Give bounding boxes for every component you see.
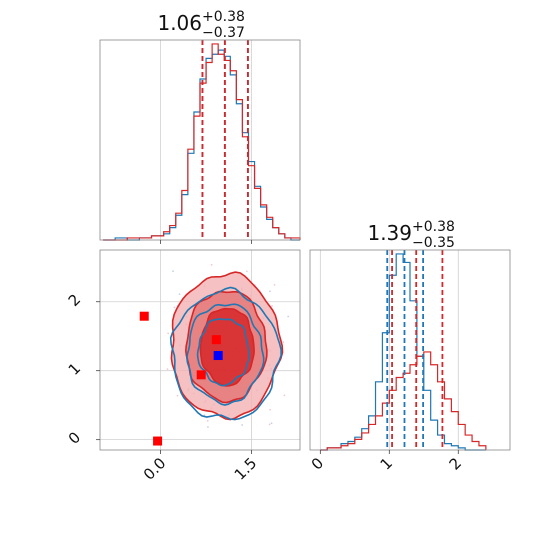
marginal-histogram-p1: 0 1 2 1.39 +0.38 −0.35 <box>308 219 511 474</box>
marginal-p0-title-lower: −0.37 <box>202 25 245 41</box>
joint-xtick-label-1: 1.5 <box>231 454 261 484</box>
joint-frame <box>99 249 301 451</box>
joint-sample-point <box>167 332 170 335</box>
joint-contour-p0-p1: 0.0 1.5 0 1 2 <box>65 249 301 484</box>
joint-sample-point <box>241 424 244 426</box>
joint-sample-point <box>210 263 213 266</box>
joint-ytick-label-2: 2 <box>65 290 84 309</box>
joint-red-contour-inner <box>199 307 255 387</box>
joint-blue-contour-inner <box>196 318 251 387</box>
joint-ytick-label-1: 1 <box>65 359 84 378</box>
joint-marker-1 <box>153 436 163 446</box>
joint-sample-point <box>269 408 271 411</box>
marginal-p1-tick-label-0: 0 <box>308 454 327 473</box>
marginal-p0-histogram-series-0 <box>103 49 300 241</box>
marginal-p1-histogram-series-0 <box>320 253 486 451</box>
marginal-p1-histogram-series-1 <box>320 351 487 451</box>
joint-sample-point <box>287 315 290 318</box>
marginal-p1-title: 1.39 <box>367 221 412 245</box>
joint-sample-point <box>206 419 209 422</box>
joint-sample-point <box>273 283 276 286</box>
joint-sample-point <box>166 368 169 371</box>
joint-sample-point <box>271 305 273 307</box>
joint-marker-3 <box>211 335 221 345</box>
marginal-p1-tick-label-1: 1 <box>377 454 396 473</box>
marginal-p0-title-value: 1.06 <box>157 11 202 35</box>
joint-marker-2 <box>196 370 206 380</box>
marginal-p0-title-upper: +0.38 <box>202 9 245 25</box>
joint-sample-point <box>270 422 273 425</box>
marginal-p1-tick-label-2: 2 <box>446 454 465 473</box>
joint-sample-point <box>172 270 174 273</box>
joint-sample-point <box>269 290 271 293</box>
marginal-p1-frame <box>309 249 511 451</box>
joint-sample-point <box>176 394 179 397</box>
marginal-p0-title: 1.06 <box>157 11 202 35</box>
joint-sample-point <box>173 306 176 309</box>
marginal-p0-frame <box>99 39 301 241</box>
joint-blue-contour-outer <box>169 286 282 421</box>
joint-xtick-label-0: 0.0 <box>140 454 170 484</box>
joint-sample-point <box>207 426 209 428</box>
joint-marker-4 <box>213 351 223 361</box>
joint-sample-point <box>268 423 271 426</box>
marginal-histogram-p0: 1.06 +0.38 −0.37 <box>99 9 301 244</box>
joint-sample-point <box>245 270 248 273</box>
joint-blue-contour-mid <box>186 303 265 406</box>
joint-sample-point <box>282 341 285 343</box>
joint-sample-point <box>178 293 181 296</box>
joint-marker-0 <box>139 311 149 321</box>
marginal-p1-title-lower: −0.35 <box>412 235 455 251</box>
marginal-p0-histogram-series-1 <box>103 43 301 241</box>
marginal-p1-title-upper: +0.38 <box>412 219 455 235</box>
marginal-p1-title-value: 1.39 <box>367 221 412 245</box>
joint-ytick-label-0: 0 <box>65 428 84 447</box>
joint-sample-point <box>283 394 286 397</box>
